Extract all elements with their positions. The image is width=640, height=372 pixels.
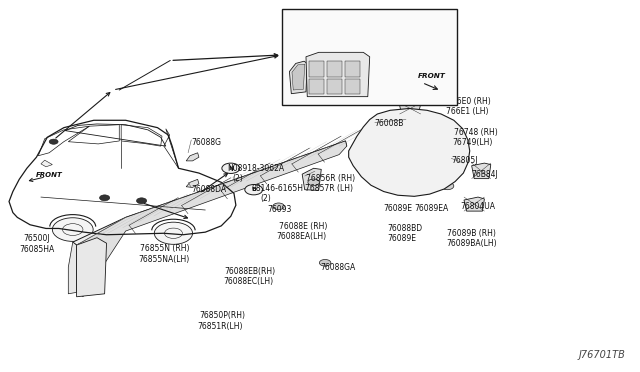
Circle shape <box>454 157 467 164</box>
Circle shape <box>441 182 454 190</box>
Bar <box>327 61 342 77</box>
Text: 76749(LH): 76749(LH) <box>452 138 493 147</box>
Circle shape <box>378 182 390 190</box>
Circle shape <box>245 185 262 195</box>
Text: 76857R (LH): 76857R (LH) <box>305 185 353 193</box>
Text: 76088DA: 76088DA <box>191 185 227 194</box>
Polygon shape <box>292 64 305 90</box>
Circle shape <box>308 179 319 186</box>
Bar <box>327 79 342 94</box>
Text: 76804UA: 76804UA <box>460 202 495 211</box>
Text: 76088BD: 76088BD <box>387 224 422 233</box>
Circle shape <box>222 163 240 173</box>
Text: 76850P(RH): 76850P(RH) <box>199 311 245 320</box>
Text: 08146-6165H: 08146-6165H <box>252 185 304 193</box>
Text: N: N <box>228 166 234 171</box>
Text: (2): (2) <box>260 195 271 203</box>
Text: 76089E: 76089E <box>387 234 416 243</box>
Bar <box>345 79 360 94</box>
Text: (2): (2) <box>232 174 243 183</box>
Circle shape <box>273 203 284 210</box>
Circle shape <box>319 260 331 266</box>
Polygon shape <box>73 141 347 245</box>
Circle shape <box>154 222 193 244</box>
Text: 76089EA: 76089EA <box>414 203 449 213</box>
Text: 76805J: 76805J <box>451 156 478 166</box>
Text: 76851R(LH): 76851R(LH) <box>198 322 243 331</box>
Polygon shape <box>472 163 491 179</box>
Polygon shape <box>186 179 199 187</box>
Text: 76856R (RH): 76856R (RH) <box>306 174 355 183</box>
Text: 76008B: 76008B <box>375 119 404 128</box>
Circle shape <box>100 195 109 201</box>
Text: 76088E (RH): 76088E (RH) <box>279 222 328 231</box>
Bar <box>282 9 457 105</box>
Text: 76088EC(LH): 76088EC(LH) <box>223 278 273 286</box>
Polygon shape <box>289 61 307 94</box>
Text: 76085HA: 76085HA <box>19 245 54 254</box>
Text: 76500J: 76500J <box>24 234 51 243</box>
Polygon shape <box>399 103 420 114</box>
Polygon shape <box>464 197 484 211</box>
Text: 766E1 (LH): 766E1 (LH) <box>446 107 489 116</box>
Polygon shape <box>77 238 106 297</box>
Polygon shape <box>302 168 321 190</box>
Circle shape <box>364 162 376 169</box>
Text: 76093: 76093 <box>268 205 292 215</box>
Text: 76089E: 76089E <box>384 203 413 213</box>
Bar <box>309 61 324 77</box>
Text: FRONT: FRONT <box>36 172 63 178</box>
Text: B: B <box>252 187 256 192</box>
Text: 76855N (RH): 76855N (RH) <box>140 244 190 253</box>
Text: 766E0 (RH): 766E0 (RH) <box>447 97 491 106</box>
Polygon shape <box>41 160 52 167</box>
Text: FRONT: FRONT <box>418 73 446 79</box>
Text: 76088G: 76088G <box>191 138 221 147</box>
Text: 76B04U: 76B04U <box>291 86 321 94</box>
Text: 76804U: 76804U <box>380 36 410 45</box>
Polygon shape <box>68 242 77 294</box>
Circle shape <box>52 218 93 241</box>
Circle shape <box>365 136 378 144</box>
Text: 76089BA(LH): 76089BA(LH) <box>446 239 497 248</box>
Text: 76088EB(RH): 76088EB(RH) <box>225 267 276 276</box>
Text: J76701TB: J76701TB <box>579 350 626 360</box>
Text: N08918-3062A: N08918-3062A <box>227 164 284 173</box>
Polygon shape <box>77 141 347 297</box>
Polygon shape <box>349 109 470 196</box>
Text: 76088EA(LH): 76088EA(LH) <box>276 232 327 241</box>
Polygon shape <box>306 52 370 97</box>
Text: 76804J: 76804J <box>380 19 406 28</box>
Circle shape <box>355 121 463 184</box>
Text: 76088GA: 76088GA <box>320 263 355 272</box>
Circle shape <box>49 139 58 144</box>
Text: 76855NA(LH): 76855NA(LH) <box>138 255 189 264</box>
Text: 76748 (RH): 76748 (RH) <box>454 128 497 137</box>
Bar <box>345 61 360 77</box>
Bar <box>309 79 324 94</box>
Circle shape <box>136 198 147 204</box>
Text: 76089B (RH): 76089B (RH) <box>447 229 496 238</box>
Text: 76B84J: 76B84J <box>472 170 499 179</box>
Polygon shape <box>186 153 199 161</box>
